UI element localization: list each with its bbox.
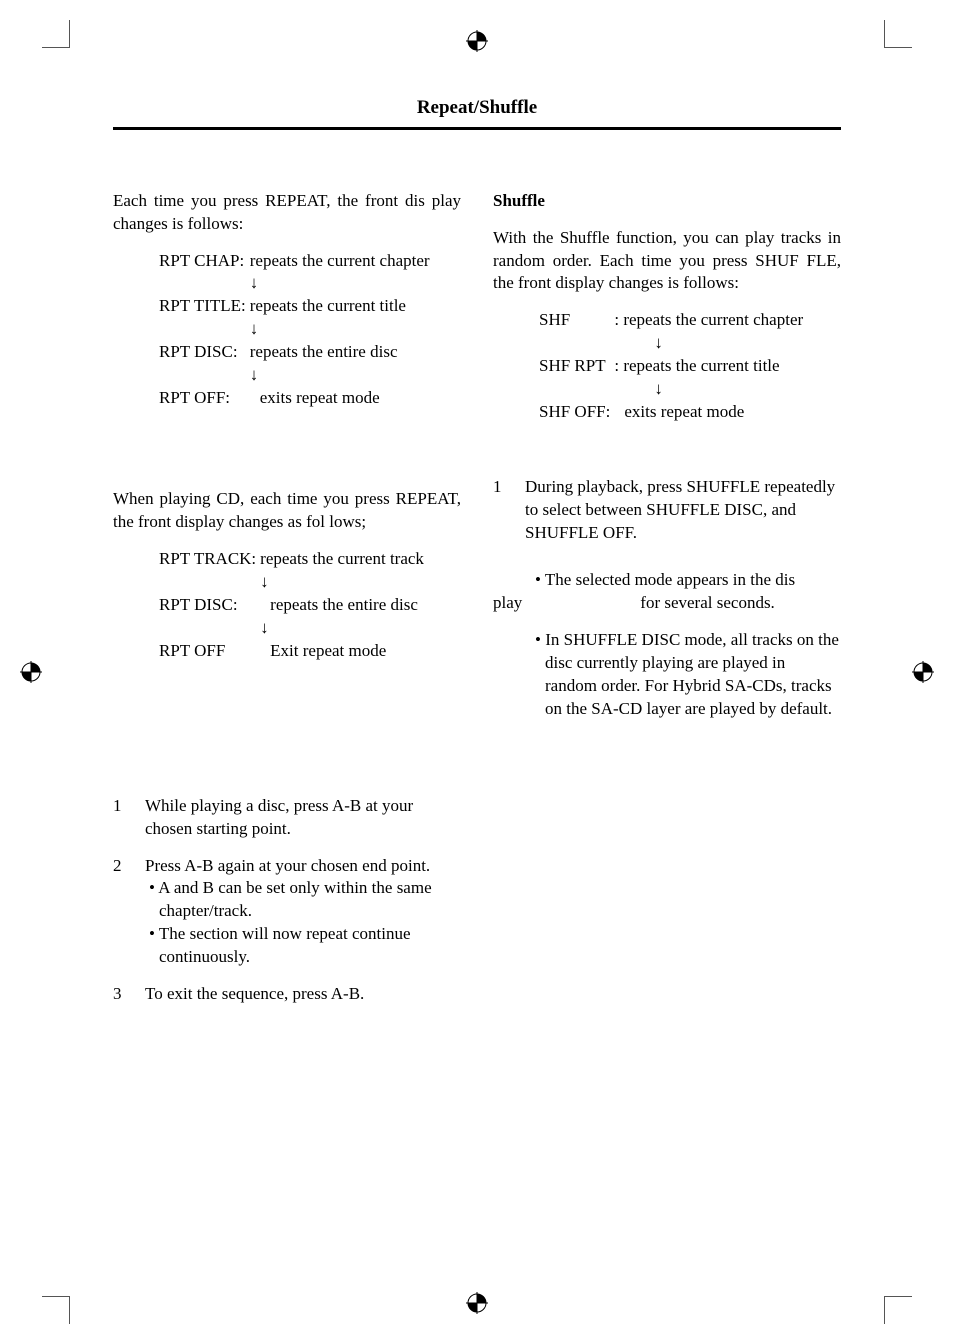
ab-repeat-steps: 1 While playing a disc, press A-B at you…	[113, 795, 461, 1007]
registration-mark-left-icon	[20, 661, 42, 683]
arrow-icon: ↓	[250, 318, 430, 341]
step-number: 2	[113, 855, 145, 970]
mode-key: RPT CHAP:	[159, 250, 250, 273]
registration-mark-bottom-icon	[466, 1292, 488, 1314]
step-body: Press A-B again at your chosen end point…	[145, 855, 461, 878]
repeat-mode-list-cd: RPT TRACK:repeats the current track ↓ RP…	[113, 548, 461, 663]
shuffle-intro: With the Shuffle function, you can play …	[493, 227, 841, 296]
step-sub-bullet: • A and B can be set only within the sam…	[145, 877, 461, 923]
mode-val: : repeats the current title	[614, 355, 803, 378]
mode-key: RPT TITLE:	[159, 295, 250, 318]
registration-mark-top-icon	[466, 30, 488, 52]
shuffle-note-2: • In SHUFFLE DISC mode, all tracks on th…	[535, 629, 841, 721]
mode-val: repeats the entire disc	[250, 341, 430, 364]
title-rule	[113, 127, 841, 130]
mode-val: repeats the current chapter	[250, 250, 430, 273]
mode-val: repeats the entire disc	[260, 594, 424, 617]
arrow-icon: ↓	[250, 364, 430, 387]
mode-val: Exit repeat mode	[260, 640, 424, 663]
mode-val: exits repeat mode	[614, 401, 803, 424]
page-title: Repeat/Shuffle	[113, 95, 841, 121]
mode-val: repeats the current title	[250, 295, 430, 318]
arrow-icon: ↓	[614, 378, 803, 401]
step-number: 1	[493, 476, 525, 545]
cd-intro: When playing CD, each time you press REP…	[113, 488, 461, 534]
arrow-icon: ↓	[260, 571, 424, 594]
arrow-icon: ↓	[614, 332, 803, 355]
step-body: While playing a disc, press A-B at your …	[145, 795, 461, 841]
registration-mark-right-icon	[912, 661, 934, 683]
step-number: 3	[113, 983, 145, 1006]
crop-mark-bl	[42, 1296, 70, 1324]
mode-key: SHF	[539, 309, 614, 332]
step-body: To exit the sequence, press A-B.	[145, 983, 461, 1006]
mode-key: SHF RPT	[539, 355, 614, 378]
mode-val: : repeats the current chapter	[614, 309, 803, 332]
mode-key: RPT DISC:	[159, 341, 250, 364]
mode-key: RPT OFF:	[159, 387, 250, 410]
shuffle-mode-list: SHF: repeats the current chapter ↓ SHF R…	[493, 309, 841, 424]
mode-val: repeats the current track	[260, 548, 424, 571]
step-sub-bullet: • The section will now repeat continue c…	[145, 923, 461, 969]
note-tail: for several seconds.	[522, 592, 775, 615]
right-column: Shuffle With the Shuffle function, you c…	[493, 190, 841, 1021]
shuffle-heading: Shuffle	[493, 190, 841, 213]
arrow-icon: ↓	[260, 617, 424, 640]
note-bullet: • The selected mode appears in the dis	[493, 569, 841, 592]
mode-key: RPT TRACK:	[159, 548, 260, 571]
mode-key: RPT OFF	[159, 640, 260, 663]
arrow-icon: ↓	[250, 272, 430, 295]
step-body: During playback, press SHUFFLE repeatedl…	[525, 476, 841, 545]
repeat-mode-list-dvd: RPT CHAP:repeats the current chapter ↓ R…	[113, 250, 461, 411]
mode-key: SHF OFF:	[539, 401, 614, 424]
mode-key: RPT DISC:	[159, 594, 260, 617]
note-prefix: play	[493, 592, 522, 615]
step-number: 1	[113, 795, 145, 841]
mode-val: exits repeat mode	[250, 387, 430, 410]
left-column: Each time you press REPEAT, the front di…	[113, 190, 461, 1021]
crop-mark-tl	[42, 20, 70, 48]
repeat-intro: Each time you press REPEAT, the front di…	[113, 190, 461, 236]
page-content: Repeat/Shuffle Each time you press REPEA…	[113, 95, 841, 1249]
crop-mark-br	[884, 1296, 912, 1324]
crop-mark-tr	[884, 20, 912, 48]
shuffle-note-1: • The selected mode appears in the dis p…	[493, 569, 841, 615]
